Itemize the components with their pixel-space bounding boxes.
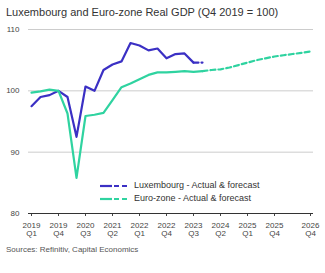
- svg-text:2026Q4: 2026Q4: [302, 221, 320, 238]
- svg-text:2022Q1: 2022Q1: [131, 221, 149, 238]
- svg-text:100: 100: [6, 86, 20, 95]
- svg-text:2025Q4: 2025Q4: [266, 221, 284, 238]
- html-text:Euro-zone - Actual & forecast: Euro-zone - Actual & forecast: [134, 193, 252, 203]
- html-text:Luxembourg and Euro-zone Real: Luxembourg and Euro-zone Real GDP (Q4 20…: [6, 6, 279, 18]
- svg-text:2025Q1: 2025Q1: [239, 221, 257, 238]
- svg-text:110: 110: [7, 25, 20, 34]
- svg-text:80: 80: [11, 209, 20, 218]
- html-text:Sources: Refinitiv, Capital Ec: Sources: Refinitiv, Capital Economics: [6, 245, 139, 254]
- svg-text:2019Q4: 2019Q4: [50, 221, 68, 238]
- svg-text:2024Q2: 2024Q2: [212, 221, 230, 238]
- svg-text:2023Q3: 2023Q3: [185, 221, 203, 238]
- svg-text:2019Q1: 2019Q1: [23, 221, 41, 238]
- svg-text:2020Q3: 2020Q3: [77, 221, 95, 238]
- svg-text:90: 90: [11, 148, 20, 157]
- svg-text:2022Q4: 2022Q4: [158, 221, 176, 238]
- svg-text:2021Q2: 2021Q2: [104, 221, 122, 238]
- html-text:Luxembourg - Actual & forecast: Luxembourg - Actual & forecast: [134, 180, 260, 190]
